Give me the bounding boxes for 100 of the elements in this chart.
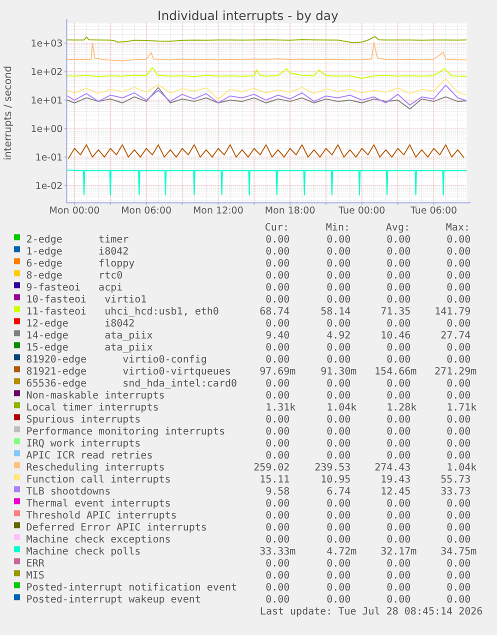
text: 58.14 <box>320 306 351 318</box>
text: 0.00 <box>446 450 471 462</box>
y-tick-label: 1e-01 <box>35 152 63 164</box>
text: 0.00 <box>386 354 411 366</box>
text: 0.00 <box>326 342 351 354</box>
text: 0.00 <box>386 450 411 462</box>
text: 0.00 <box>326 414 351 426</box>
legend-label: 65536-edge snd_hda_intel:card0 <box>26 378 238 390</box>
legend-label: 11-fasteoi uhci_hcd:usb1, eth0 <box>26 306 219 318</box>
text: 0.00 <box>266 582 290 594</box>
line-series <box>66 78 467 100</box>
text: 1.71k <box>446 402 477 414</box>
text: 0.00 <box>326 582 351 594</box>
text: 0.00 <box>386 234 411 246</box>
text: 0.00 <box>446 390 471 402</box>
text: 0.00 <box>386 258 411 270</box>
text: 0.00 <box>266 534 290 546</box>
text: 0.00 <box>326 378 351 390</box>
text: 19.43 <box>380 474 411 486</box>
legend-label: 8-edge rtc0 <box>26 270 123 282</box>
text: 71.35 <box>380 306 411 318</box>
text: 27.74 <box>440 330 471 342</box>
text: 0.00 <box>326 570 351 582</box>
text: 4.72m <box>326 546 357 558</box>
text: 0.00 <box>386 270 411 282</box>
text: 0.00 <box>386 534 411 546</box>
legend-label: 15-edge ata_piix <box>26 342 153 354</box>
legend-label: Function call interrupts <box>26 474 171 486</box>
text: Min: <box>326 222 350 234</box>
y-tick-label: 1e+00 <box>30 124 63 136</box>
text: 0.00 <box>386 342 411 354</box>
text: 0.00 <box>386 318 411 330</box>
x-tick-label: Mon 06:00 <box>121 206 172 217</box>
legend-label: 10-fasteoi virtio1 <box>26 294 147 306</box>
text: 0.00 <box>446 246 471 258</box>
legend-label: ERR <box>26 558 46 570</box>
legend-label: Deferred Error APIC interrupts <box>26 522 207 534</box>
text: 0.00 <box>266 270 290 282</box>
legend-label: Threshold APIC interrupts <box>26 510 177 522</box>
text: 0.00 <box>326 450 351 462</box>
text: 10.46 <box>380 330 411 342</box>
text: 0.00 <box>326 354 351 366</box>
text: 0.00 <box>266 294 290 306</box>
legend-label: 6-edge floppy <box>26 258 135 270</box>
text: 0.00 <box>266 594 290 606</box>
text: Avg: <box>386 222 410 234</box>
text: 0.00 <box>326 534 351 546</box>
text: 0.00 <box>266 282 290 294</box>
text: 0.00 <box>266 234 290 246</box>
legend-label: Posted-interrupt notification event <box>26 582 238 594</box>
legend-label: TLB shootdowns <box>26 486 111 498</box>
text: 0.00 <box>386 558 411 570</box>
text: 4.92 <box>326 330 351 342</box>
legend-label: Thermal event interrupts <box>26 498 171 510</box>
text: 0.00 <box>386 378 411 390</box>
chart-title: Individual interrupts - by day <box>158 8 340 23</box>
legend-label: Machine check polls <box>26 546 141 558</box>
text: 32.17m <box>380 546 417 558</box>
text: 0.00 <box>386 414 411 426</box>
text: 0.00 <box>446 414 471 426</box>
text: 0.00 <box>446 258 471 270</box>
text: 0.00 <box>386 594 411 606</box>
text: 0.00 <box>446 354 471 366</box>
text: 9.58 <box>266 486 290 498</box>
text: 0.00 <box>446 378 471 390</box>
text: 0.00 <box>446 438 471 450</box>
text: 0.00 <box>326 258 351 270</box>
text: 0.00 <box>446 426 471 438</box>
text: 0.00 <box>386 282 411 294</box>
text: 1.31k <box>266 402 296 414</box>
text: 0.00 <box>446 282 471 294</box>
y-tick-label: 1e+01 <box>30 96 63 107</box>
text: 0.00 <box>446 318 471 330</box>
text: 0.00 <box>446 582 471 594</box>
legend-label: 1-edge i8042 <box>26 246 129 258</box>
legend-label: Posted-interrupt wakeup event <box>26 594 201 606</box>
y-tick-label: 1e-02 <box>35 181 63 192</box>
text: 0.00 <box>266 246 290 258</box>
text: 91.30m <box>320 366 357 378</box>
line-series <box>66 36 467 44</box>
line-series <box>66 87 467 110</box>
y-tick-label: 1e+03 <box>30 38 63 50</box>
text: Last update: Tue Jul 28 08:45:14 2026 <box>260 606 483 618</box>
text: 0.00 <box>446 558 471 570</box>
text: 33.33m <box>260 546 296 558</box>
text: 0.00 <box>386 438 411 450</box>
legend-label: Local timer interrupts <box>26 402 159 414</box>
text: 0.00 <box>386 522 411 534</box>
text: 0.00 <box>326 318 351 330</box>
text: 0.00 <box>386 498 411 510</box>
text: 0.00 <box>326 246 351 258</box>
text: 0.00 <box>386 426 411 438</box>
text: 0.00 <box>326 270 351 282</box>
legend-label: 2-edge timer <box>26 234 129 246</box>
text: 6.74 <box>326 486 351 498</box>
text: 0.00 <box>266 342 290 354</box>
text: 0.00 <box>446 498 471 510</box>
text: 0.00 <box>266 426 290 438</box>
text: 0.00 <box>326 498 351 510</box>
text: 0.00 <box>326 390 351 402</box>
